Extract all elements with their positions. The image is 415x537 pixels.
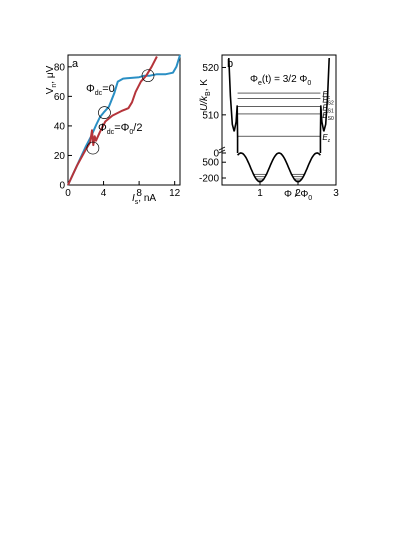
panel-b-frame xyxy=(221,54,337,186)
panel-a-ylabel: Vn, μV xyxy=(45,65,58,94)
panel-a-xlabel: Is, nA xyxy=(132,193,156,206)
potential-left-wall xyxy=(228,57,239,139)
panel-a-curves xyxy=(67,54,181,186)
axis-break-mark xyxy=(218,146,226,151)
x-tick-label: 1 xyxy=(257,188,263,199)
energy-level-label: ES0 xyxy=(322,111,334,122)
annotation-circle xyxy=(141,69,155,83)
potential-right-wall xyxy=(319,57,330,139)
energy-level-label: Ez xyxy=(322,133,330,144)
series-line-blue xyxy=(67,54,181,186)
panel-a-frame xyxy=(67,54,181,186)
series-label-blue: Φdc=0 xyxy=(86,83,115,97)
annotation-circle xyxy=(98,106,111,119)
panel-b-xlabel: Φ / Φ0 xyxy=(284,189,312,202)
x-tick-label: 8 xyxy=(136,188,142,199)
energy-level-label: Ec xyxy=(322,90,330,101)
series-label-red: Φdc=Φ0/2 xyxy=(98,122,142,136)
x-tick-label: 2 xyxy=(295,188,301,199)
panel-a-letter: a xyxy=(72,58,79,70)
y-tick-label: 80 xyxy=(54,62,66,73)
x-tick-label: 4 xyxy=(101,188,107,199)
x-tick-label: 0 xyxy=(65,188,71,199)
axis-break-mark xyxy=(218,149,226,154)
y-tick-label: 0 xyxy=(59,181,65,192)
y-tick-label: 520 xyxy=(202,63,219,74)
panel-a-annotation-circles xyxy=(86,69,155,155)
y-tick-label: 20 xyxy=(54,151,66,162)
y-tick-label: 510 xyxy=(202,110,219,121)
y-tick-label: 40 xyxy=(54,121,66,132)
y-tick-label: 60 xyxy=(54,92,66,103)
y-tick-label: -200 xyxy=(199,174,219,185)
y-tick-label: 0 xyxy=(213,149,219,160)
panel-a-ticks: 0 4 8 12 0 20 40 60 80 xyxy=(54,62,181,199)
x-tick-label: 12 xyxy=(169,188,181,199)
panel-b-potential xyxy=(228,57,330,183)
x-tick-label: 3 xyxy=(333,188,339,199)
panel-a: a 0 4 8 12 0 20 40 60 80 Φdc=0 Φdc=Φ0/2 Vn, μV I… xyxy=(45,54,181,206)
panel-b-energy-levels xyxy=(237,92,321,182)
annotation-circle xyxy=(86,141,100,155)
energy-level-label: ES1 xyxy=(322,103,334,114)
series-line-red xyxy=(67,56,158,186)
energy-level-label: ES2 xyxy=(322,96,334,107)
panel-b-title: Φe(t) = 3/2 Φ0 xyxy=(250,74,311,87)
panel-b-letter: b xyxy=(227,58,233,70)
panel-b-ylabel: U/kB, K xyxy=(199,79,212,111)
potential-double-well xyxy=(237,152,321,183)
y-tick-label: 500 xyxy=(202,158,219,169)
